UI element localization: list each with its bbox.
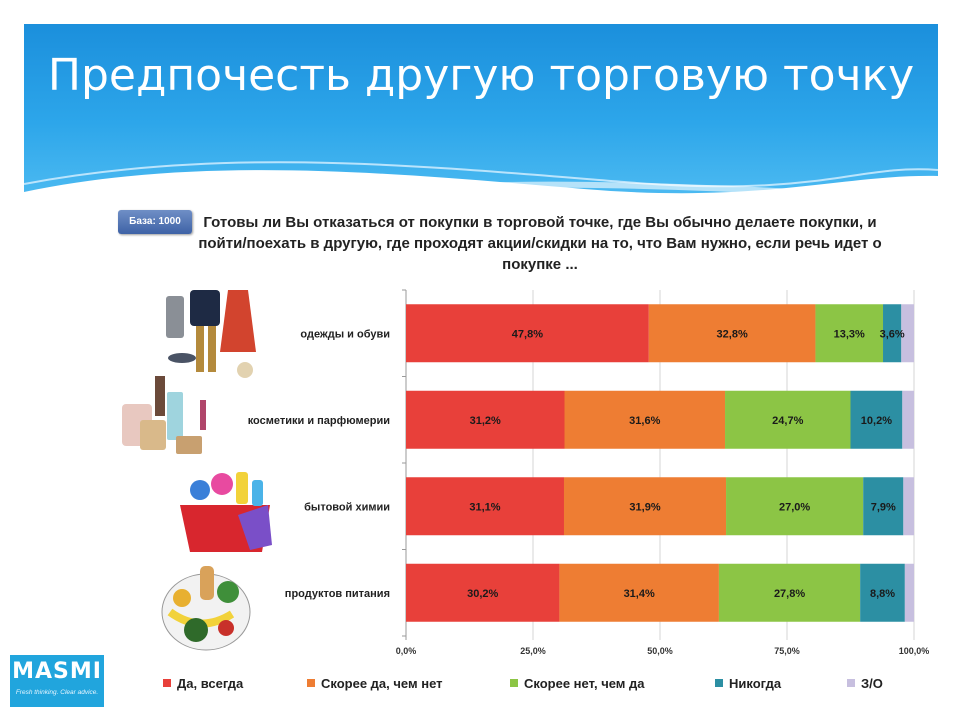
bar-segment	[860, 563, 905, 622]
legend-label: Скорее нет, чем да	[524, 676, 645, 691]
legend-swatch	[715, 679, 723, 687]
data-label: 47,8%	[512, 328, 543, 340]
logo-tagline: Fresh thinking. Clear advice.	[15, 689, 99, 696]
data-label: 27,0%	[779, 501, 810, 513]
legend-label: Никогда	[729, 676, 782, 691]
data-label: 13,3%	[834, 328, 865, 340]
category-label: бытовой химии	[304, 501, 390, 513]
data-label: 27,8%	[774, 588, 805, 600]
data-label: 31,4%	[624, 588, 655, 600]
x-tick-label: 50,0%	[647, 646, 673, 656]
slide-title: Предпочесть другую торговую точку	[47, 50, 915, 101]
bar-segment	[718, 563, 861, 622]
bar-segment	[901, 304, 914, 363]
category-label: продуктов питания	[285, 588, 390, 600]
data-label: 7,9%	[871, 501, 896, 513]
bar-segment	[850, 390, 903, 449]
cosmetics-photo-icon	[122, 376, 206, 454]
bar-segment	[648, 304, 816, 363]
clothing-photo-icon	[166, 290, 256, 378]
bar-segment	[564, 390, 726, 449]
x-tick-label: 75,0%	[774, 646, 800, 656]
bar-segment	[725, 390, 851, 449]
x-tick-label: 100,0%	[899, 646, 930, 656]
legend-swatch	[510, 679, 518, 687]
bar-segment	[559, 563, 719, 622]
bar-segment	[815, 304, 884, 363]
data-label: 32,8%	[717, 328, 748, 340]
data-label: 24,7%	[772, 415, 803, 427]
x-tick-label: 25,0%	[520, 646, 546, 656]
bar-segment	[902, 390, 914, 449]
logo-name: MASMI	[12, 659, 102, 684]
bar-segment	[904, 563, 914, 622]
bar-segment	[406, 304, 649, 363]
data-label: 31,9%	[629, 501, 660, 513]
legend-label: Да, всегда	[177, 676, 244, 691]
data-label: 31,1%	[469, 501, 500, 513]
legend-swatch	[847, 679, 855, 687]
category-label: одежды и обуви	[300, 328, 390, 340]
bar-segment	[406, 563, 560, 622]
household-chemicals-photo-icon	[180, 472, 272, 552]
title-banner: Предпочесть другую торговую точку	[24, 24, 938, 204]
data-label: 8,8%	[870, 588, 895, 600]
legend-label: Скорее да, чем нет	[321, 676, 443, 691]
bar-segment	[406, 390, 565, 449]
legend-swatch	[307, 679, 315, 687]
bar-segment	[726, 477, 864, 536]
legend-swatch	[163, 679, 171, 687]
data-label: 31,6%	[629, 415, 660, 427]
category-label: косметики и парфюмерии	[248, 415, 390, 427]
sample-base-badge: База: 1000	[118, 210, 192, 234]
bar-segment	[563, 477, 727, 536]
data-label: 30,2%	[467, 588, 498, 600]
wave-decoration	[24, 161, 938, 204]
masmi-logo: MASMI Fresh thinking. Clear advice.	[10, 655, 104, 707]
data-label: 3,6%	[880, 328, 905, 340]
survey-question: Готовы ли Вы отказаться от покупки в тор…	[198, 214, 882, 273]
bar-segment	[883, 304, 902, 363]
x-tick-label: 0,0%	[396, 646, 417, 656]
bar-segment	[903, 477, 914, 536]
data-label: 10,2%	[861, 415, 892, 427]
data-label: 31,2%	[470, 415, 501, 427]
legend-label: З/О	[861, 676, 883, 691]
bar-segment	[863, 477, 904, 536]
bar-segment	[406, 477, 564, 536]
groceries-photo-icon	[161, 566, 251, 651]
